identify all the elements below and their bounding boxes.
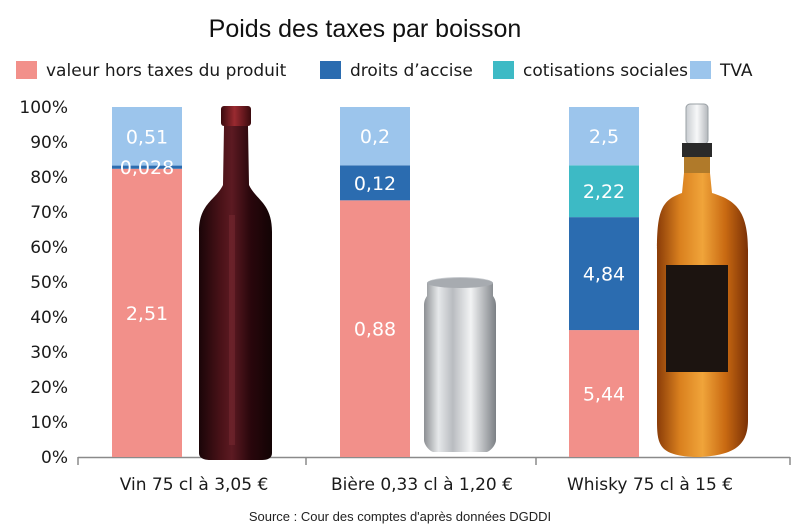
- bars: 2,51 0,028 0,51 0,88 0,12 0,2 5,44 4,84 2,22 2,5 V…: [112, 107, 733, 495]
- bar-value-label: 4,84: [583, 264, 625, 286]
- legend-label-0: valeur hors taxes du produit: [46, 61, 287, 81]
- category-label: Vin 75 cl à 3,05 €: [120, 475, 269, 495]
- y-axis: 0% 10% 20% 30% 40% 50% 60% 70% 80% 90% 100%: [19, 98, 791, 468]
- legend-label-3: TVA: [719, 61, 753, 81]
- chart-title: Poids des taxes par boisson: [209, 15, 522, 43]
- beer-can-image: [424, 277, 496, 452]
- bar-segment: [569, 330, 639, 457]
- y-tick-label: 10%: [30, 413, 68, 433]
- bar-value-label: 2,22: [583, 181, 625, 203]
- y-tick-label: 90%: [30, 133, 68, 153]
- bar-value-label: 0,88: [354, 319, 396, 341]
- y-tick-label: 50%: [30, 273, 68, 293]
- y-tick-label: 40%: [30, 308, 68, 328]
- y-tick-label: 100%: [19, 98, 68, 118]
- legend-swatch-0: [16, 61, 37, 79]
- y-tick-label: 80%: [30, 168, 68, 188]
- whisky-bottle-image: [657, 103, 748, 457]
- y-tick-label: 30%: [30, 343, 68, 363]
- y-tick-label: 70%: [30, 203, 68, 223]
- bar-segment: [112, 107, 182, 166]
- bar-segment: [112, 165, 182, 169]
- bar-segment: [569, 217, 639, 331]
- y-tick-label: 20%: [30, 378, 68, 398]
- bar-value-label: 5,44: [583, 384, 625, 406]
- y-tick-label: 0%: [41, 448, 68, 468]
- wine-bottle-image: [199, 106, 272, 460]
- legend-swatch-2: [493, 61, 514, 79]
- bar-segment: [340, 165, 410, 201]
- bar-segment: [340, 107, 410, 166]
- bar-value-label: 0,51: [126, 126, 168, 148]
- bar-segment: [569, 107, 639, 166]
- bar-value-label: 2,51: [126, 303, 168, 325]
- bar-segment: [112, 168, 182, 458]
- bar-segment: [569, 165, 639, 218]
- bar-segment: [340, 200, 410, 458]
- legend: valeur hors taxes du produit droits d’acc…: [16, 61, 753, 81]
- bar-value-label: 0,2: [360, 126, 390, 148]
- bar-value-label: 2,5: [589, 126, 619, 148]
- category-label: Bière 0,33 cl à 1,20 €: [331, 475, 513, 495]
- legend-swatch-3: [690, 61, 711, 79]
- legend-label-2: cotisations sociales: [523, 61, 688, 81]
- source-note: Source : Cour des comptes d'après donnée…: [249, 509, 551, 524]
- category-label: Whisky 75 cl à 15 €: [567, 475, 733, 495]
- y-tick-label: 60%: [30, 238, 68, 258]
- legend-swatch-1: [320, 61, 341, 79]
- bar-value-label: 0,028: [120, 157, 174, 179]
- bar-value-label: 0,12: [354, 173, 396, 195]
- legend-label-1: droits d’accise: [350, 61, 473, 81]
